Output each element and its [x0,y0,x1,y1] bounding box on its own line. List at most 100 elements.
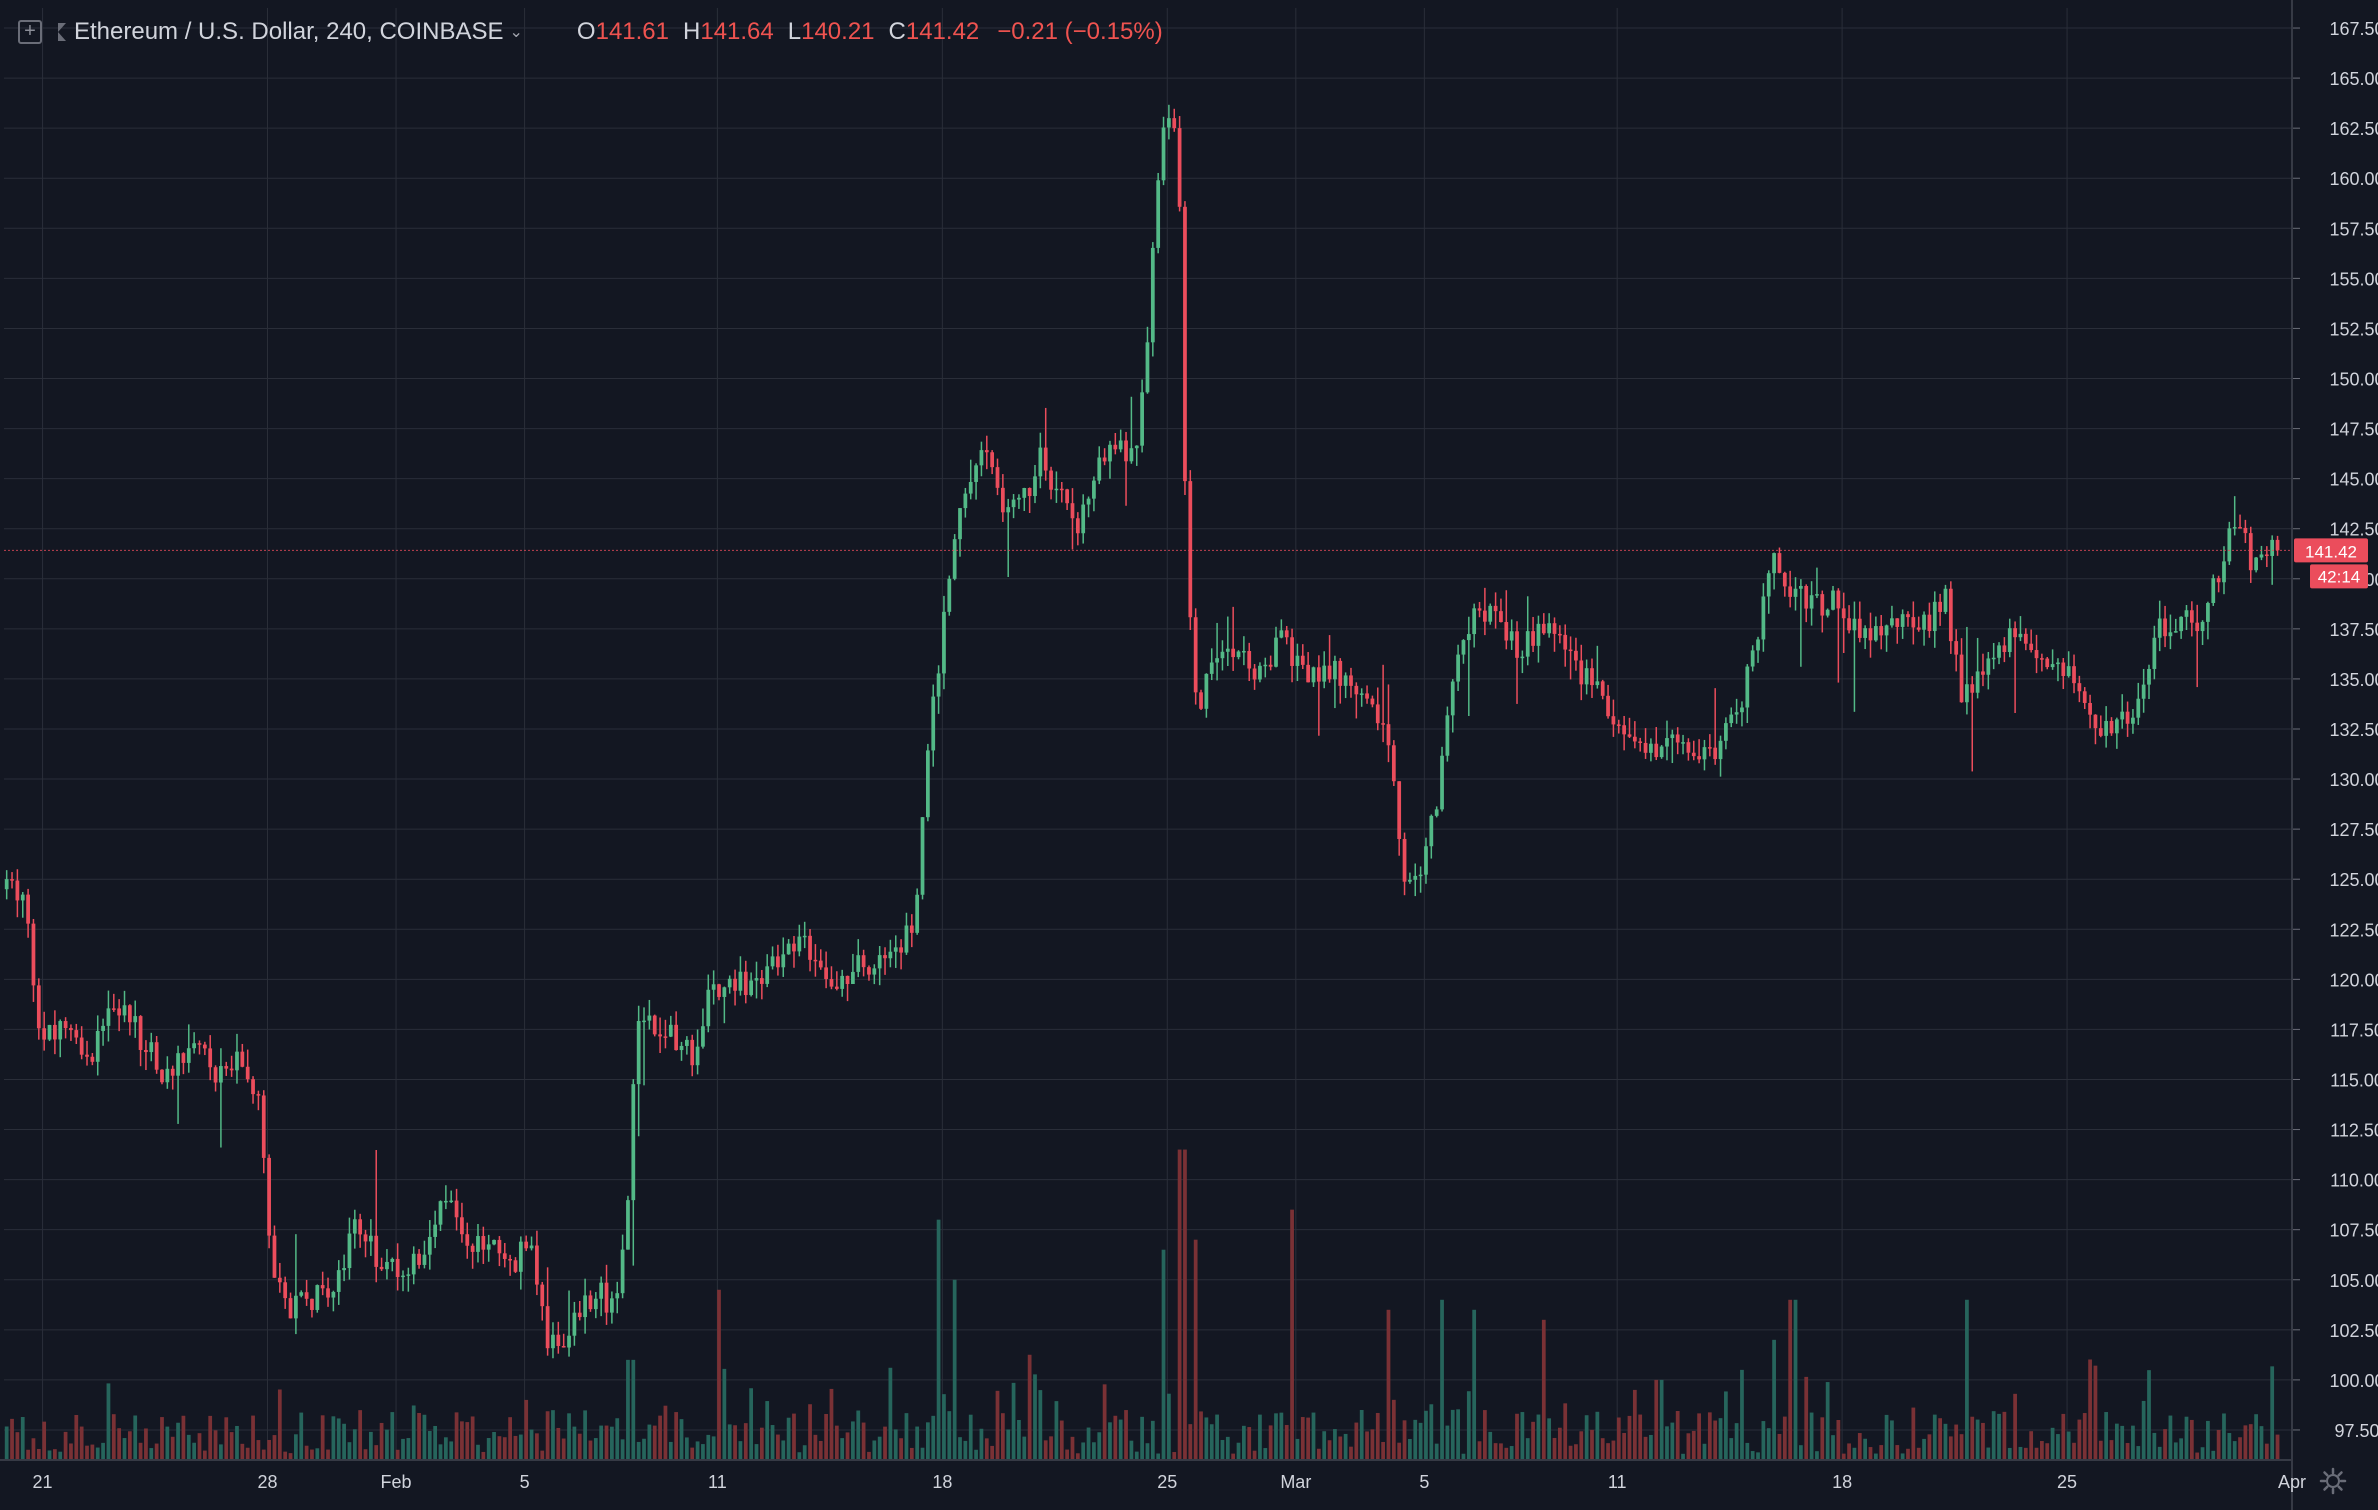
volume-bar [1686,1433,1691,1460]
candle-body [497,1239,502,1254]
volume-bar [1697,1413,1701,1460]
chevron-down-icon[interactable]: ⌄ [509,24,523,41]
volume-bar [626,1359,630,1460]
price-tick-label: 155.00 [2329,269,2378,289]
volume-bar [545,1411,550,1460]
volume-bar [599,1425,604,1460]
candle-body [1134,445,1139,449]
candle-body [1065,489,1070,504]
candle-body [2168,632,2173,637]
candle-body [1022,488,1027,498]
candle-body [1584,668,1589,685]
volume-bar [1890,1420,1894,1460]
candle-body [192,1043,197,1049]
volume-bar [2232,1441,2237,1460]
volume-bar [2109,1440,2114,1460]
candle-body [1665,738,1669,747]
volume-bar [272,1435,277,1460]
candle-body [1284,630,1289,638]
volume-bar [1033,1374,1037,1460]
symbol-legend: + Ethereum / U.S. Dollar, 240, COINBASE … [18,14,1163,50]
volume-bar [674,1412,679,1460]
candle-body [518,1241,523,1272]
volume-bar [749,1388,754,1460]
volume-bar [1177,1149,1182,1460]
candle-body [1525,631,1530,657]
candle-body [176,1053,180,1076]
volume-bar [610,1426,614,1460]
candle-body [390,1258,395,1262]
last-price-badge [2294,538,2368,563]
close-value: 141.42 [905,18,980,45]
volume-bar [1220,1439,1225,1460]
candle-body [1675,734,1680,743]
candle-body [727,978,732,988]
symbol-title[interactable]: Ethereum / U.S. Dollar, 240, COINBASE [74,18,504,45]
price-tick-label: 120.00 [2329,970,2378,990]
candle-body [486,1244,491,1250]
candle-body [1568,649,1573,652]
candle-body [942,611,946,674]
volume-bar [1124,1410,1128,1460]
volume-bar [497,1436,502,1460]
price-tick-label: 125.00 [2329,870,2378,890]
candle-body [1536,623,1541,646]
candle-body [551,1334,555,1349]
volume-bar [513,1435,518,1460]
candle-body [2216,578,2221,583]
volume-bar [1075,1453,1080,1460]
volume-bar [186,1434,191,1460]
volume-bar [1906,1448,1910,1460]
volume-bar [304,1445,309,1460]
volume-bar [192,1442,197,1460]
volume-bar [4,1426,9,1460]
volume-bar [2072,1442,2076,1460]
candle-body [690,1039,695,1066]
volume-bar [717,1289,721,1460]
candle-body [2034,650,2039,659]
candle-body [984,450,989,453]
candle-body [845,975,850,984]
candle-body [781,954,786,968]
candle-body [1991,657,1996,660]
candle-body [529,1245,534,1249]
candle-body [2238,527,2242,529]
volume-bar [2222,1413,2226,1460]
plus-square-icon[interactable]: + [18,20,42,44]
volume-bar [1397,1442,1402,1460]
volume-bar [1638,1414,1643,1460]
price-tick-label: 160.00 [2329,169,2378,189]
volume-bar [1445,1425,1450,1460]
candle-body [1140,392,1144,446]
candle-body [1493,605,1498,612]
volume-bar [1349,1446,1353,1460]
candle-body [1220,651,1225,659]
volume-bar [422,1414,427,1460]
candle-body [1836,590,1841,609]
volume-bar [1568,1445,1573,1460]
candle-body [433,1224,438,1237]
volume-bar [133,1415,138,1460]
candle-body [101,1025,105,1031]
volume-bar [170,1436,175,1460]
volume-bar [251,1415,255,1460]
volume-bar [2248,1424,2253,1460]
flag-icon[interactable] [58,23,66,41]
candle-body [149,1042,154,1053]
candle-body [990,452,995,468]
volume-bar [851,1421,855,1460]
candle-body [1750,650,1755,667]
candle-body [572,1312,577,1336]
time-tick-label: Mar [1280,1472,1311,1492]
volume-bar [572,1426,577,1460]
price-tick-label: 135.00 [2329,670,2378,690]
gear-icon[interactable] [2318,1466,2348,1496]
candle-body [492,1239,496,1245]
candle-body [10,879,14,881]
volume-bar [1102,1384,1107,1460]
high-label: H [683,18,701,45]
volume-bar [1059,1420,1064,1460]
volume-bar [577,1433,582,1460]
volume-bar [1932,1414,1937,1460]
